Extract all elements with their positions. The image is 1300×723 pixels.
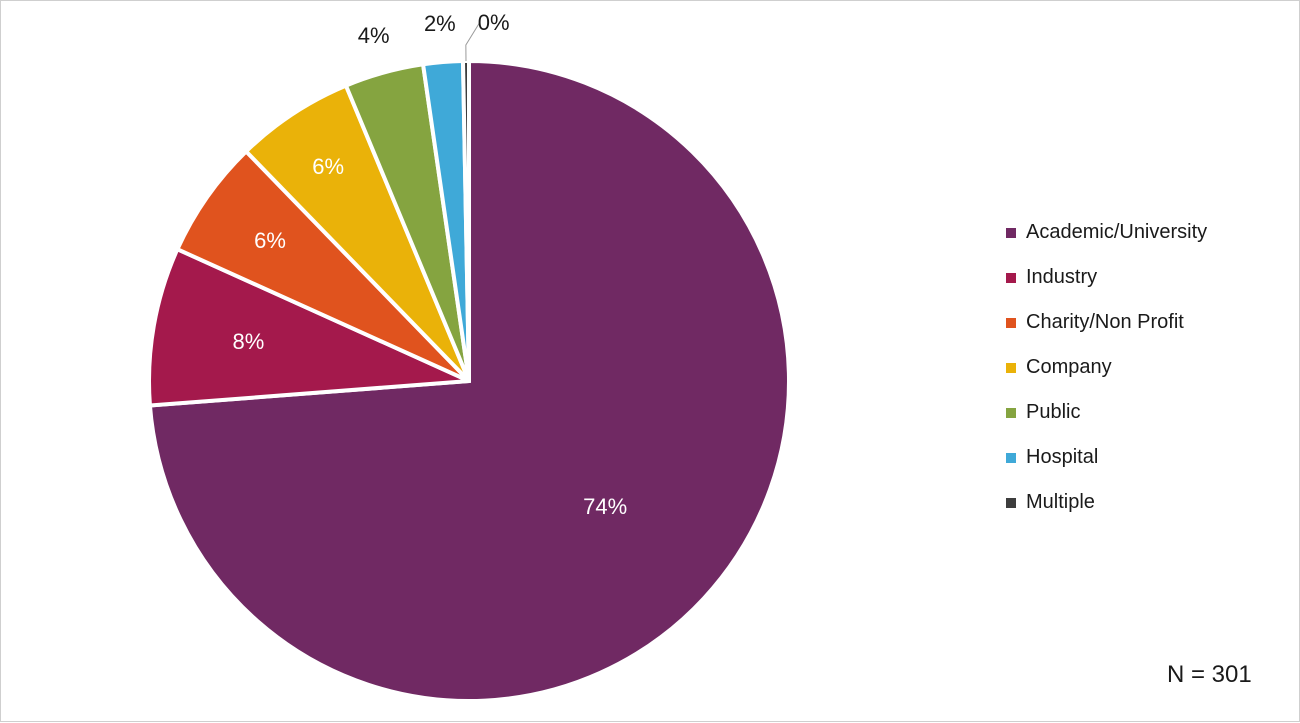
legend-item-charity: Charity/Non Profit (1006, 311, 1207, 334)
slice-label-industry: 8% (232, 329, 264, 355)
legend-item-academic: Academic/University (1006, 221, 1207, 244)
legend-label-hospital: Hospital (1026, 446, 1098, 469)
legend-item-public: Public (1006, 401, 1207, 424)
legend-marker-hospital (1006, 453, 1016, 463)
legend-item-multiple: Multiple (1006, 491, 1207, 514)
legend-item-company: Company (1006, 356, 1207, 379)
legend-marker-industry (1006, 273, 1016, 283)
legend-marker-multiple (1006, 498, 1016, 508)
legend-label-company: Company (1026, 356, 1112, 379)
legend-label-industry: Industry (1026, 266, 1097, 289)
slice-label-public: 4% (358, 23, 390, 49)
legend-label-academic: Academic/University (1026, 221, 1207, 244)
legend-label-public: Public (1026, 401, 1080, 424)
legend: Academic/University Industry Charity/Non P… (1006, 221, 1207, 536)
chart-frame: 74% 8% 6% 6% 4% 2% 0% Academic/University Indus… (0, 0, 1300, 722)
legend-marker-charity (1006, 318, 1016, 328)
legend-marker-public (1006, 408, 1016, 418)
legend-marker-academic (1006, 228, 1016, 238)
chart-area: 74% 8% 6% 6% 4% 2% 0% Academic/University Indus… (1, 1, 1299, 721)
slice-label-company: 6% (312, 154, 344, 180)
slice-label-charity: 6% (254, 228, 286, 254)
sample-size-text: N = 301 (1167, 661, 1252, 688)
legend-marker-company (1006, 363, 1016, 373)
sample-size-label: N = 301 (1167, 661, 1252, 689)
legend-label-multiple: Multiple (1026, 491, 1095, 514)
slice-label-hospital: 2% (424, 11, 456, 37)
legend-item-hospital: Hospital (1006, 446, 1207, 469)
legend-item-industry: Industry (1006, 266, 1207, 289)
legend-label-charity: Charity/Non Profit (1026, 311, 1184, 334)
slice-label-academic: 74% (583, 494, 627, 520)
slice-label-multiple: 0% (478, 10, 510, 36)
